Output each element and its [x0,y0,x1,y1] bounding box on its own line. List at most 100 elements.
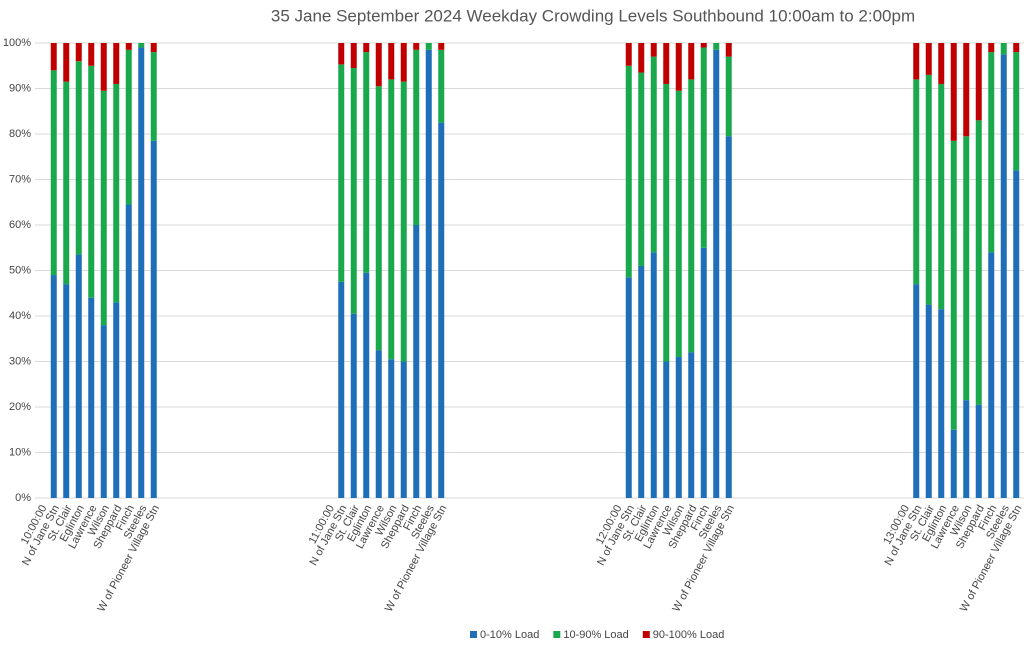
legend-swatch [470,631,477,638]
bar-segment [388,79,395,360]
bar-segment [950,140,957,430]
bar-segment [50,275,57,498]
bar-segment [150,43,157,53]
bar-segment [675,43,682,91]
y-tick-label: 100% [3,37,31,49]
bar-segment [725,43,732,57]
legend-swatch [642,631,650,638]
bar-segment [438,43,445,50]
legend-label: 10-90% Load [563,629,628,641]
bar-segment [925,43,932,75]
bar-segment [363,43,370,53]
bar-segment [338,43,345,65]
bar-segment [125,204,132,498]
bar-segment [638,43,645,73]
bar-segment [700,47,707,248]
bar-segment [1013,170,1020,498]
bar-segment [625,43,632,66]
bar-segment [63,43,70,82]
bar-segment [975,404,982,498]
bar-segment [988,52,995,253]
bar-segment [675,356,682,498]
y-tick-label: 40% [9,310,31,322]
bar-segment [913,284,920,498]
bar-segment [388,359,395,498]
bar-segment [1013,43,1020,53]
y-tick-label: 60% [9,219,31,231]
bar-segment [388,43,395,80]
bar-segment [700,247,707,498]
bar-segment [125,49,132,205]
bar-segment [963,400,970,498]
bar-segment [413,49,420,226]
bar-segment [350,68,357,314]
bar-segment [400,81,407,362]
chart-title: 35 Jane September 2024 Weekday Crowding … [271,6,915,25]
bar-segment [88,297,95,498]
bar-segment [988,43,995,53]
bar-segment [938,83,945,310]
y-tick-label: 90% [9,82,31,94]
legend-swatch [553,631,561,638]
bar-segment [413,225,420,498]
bar-segment [625,65,632,278]
bar-segment [363,272,370,498]
bar-segment [950,43,957,141]
y-tick-label: 80% [9,128,31,140]
bar-segment [350,313,357,498]
bar-segment [413,43,420,50]
bar-segment [375,86,382,351]
bar-segment [688,352,695,498]
bar-segment [650,43,657,57]
bar-segment [63,284,70,498]
bar-segment [50,43,57,71]
bar-segment [100,43,107,91]
bar-segment [963,43,970,137]
bar-segment [438,122,445,498]
bar-segment [363,52,370,273]
bar-segment [688,43,695,80]
bar-segment [663,43,670,84]
bar-segment [75,43,82,62]
bar-segment [75,61,82,255]
y-tick-label: 20% [9,401,31,413]
bar-segment [425,43,432,50]
bar-segment [63,81,70,285]
bar-segment [725,136,732,498]
bar-segment [338,64,345,282]
bar-segment [50,70,57,276]
bar-segment [950,429,957,498]
bar-segment [338,281,345,498]
bar-segment [375,350,382,498]
bar-segment [925,74,932,305]
bar-segment [938,43,945,84]
bar-segment [625,277,632,498]
bar-segment [113,43,120,84]
bar-segment [1000,54,1007,498]
bar-segment [1013,52,1020,171]
bar-segment [713,43,720,50]
bar-segment [350,43,357,69]
bar-segment [663,361,670,498]
bar-segment [650,56,657,253]
y-tick-label: 30% [9,355,31,367]
y-tick-label: 70% [9,173,31,185]
y-tick-label: 10% [9,446,31,458]
bar-segment [88,43,95,66]
legend-label: 0-10% Load [480,629,539,641]
bar-segment [725,56,732,137]
bar-segment [700,43,707,48]
bar-segment [713,49,720,498]
y-tick-label: 0% [15,492,31,504]
bar-segment [150,140,157,498]
bar-segment [675,90,682,357]
bar-segment [125,43,132,50]
bar-segment [688,79,695,353]
bar-segment [425,49,432,498]
bar-segment [113,302,120,498]
bar-segment [913,43,920,80]
bar-segment [138,47,145,499]
bar-segment [438,49,445,123]
bar-segment [1000,43,1007,55]
